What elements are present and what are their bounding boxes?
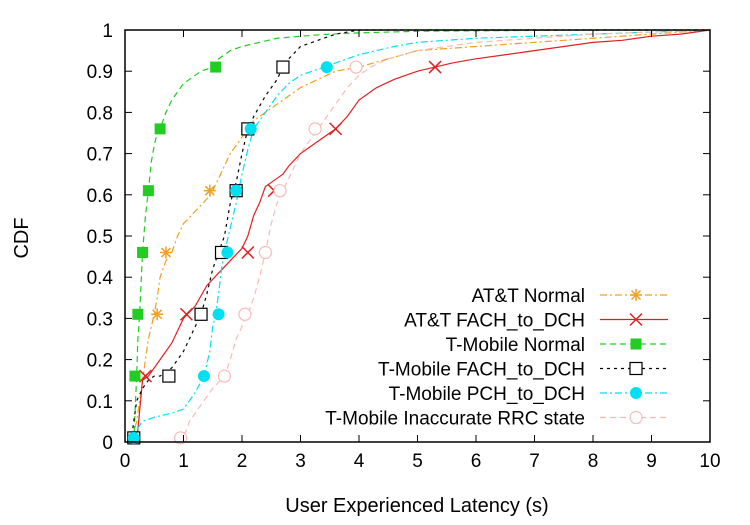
- series-4-marker: [320, 61, 333, 74]
- legend-label: AT&T Normal: [472, 286, 585, 307]
- y-tick-label: 0.7: [87, 145, 113, 166]
- legend-marker: [629, 312, 643, 327]
- series-1-marker: [138, 369, 153, 383]
- x-tick-label: 4: [354, 451, 365, 472]
- y-tick-label: 0.6: [87, 186, 113, 207]
- series-4-marker: [221, 246, 234, 259]
- series-1-marker: [428, 60, 442, 74]
- legend-label: T-Mobile Normal: [446, 335, 585, 356]
- y-axis-ticks: 0 0.1 0.2 0.3 0.4 0.5 0.6 0.7 0.8 0.9 1: [87, 21, 710, 454]
- y-tick-label: 0.1: [87, 392, 113, 413]
- y-axis-label: CDF: [11, 217, 33, 258]
- series-5-marker: [238, 307, 252, 321]
- x-tick-label: 8: [588, 451, 599, 472]
- legend: AT&T Normal AT&T FACH_to_DCH T-Mobile Norm…: [325, 286, 668, 430]
- series-line-4: [130, 29, 711, 443]
- legend-marker: [629, 410, 643, 425]
- series-4-marker: [230, 184, 243, 197]
- series-5-marker: [273, 184, 287, 198]
- series-2-marker: [210, 61, 222, 73]
- x-tick-label: 9: [646, 451, 657, 472]
- legend-label: T-Mobile PCH_to_DCH: [389, 384, 585, 405]
- legend-label: T-Mobile FACH_to_DCH: [378, 360, 585, 381]
- x-tick-label: 1: [178, 451, 189, 472]
- legend-label: AT&T FACH_to_DCH: [404, 311, 585, 332]
- legend-marker: [630, 338, 642, 350]
- x-axis-ticks: 0 1 2 3 4 5 6 7 8 9 10: [120, 30, 721, 472]
- series-2-marker: [142, 185, 154, 197]
- y-tick-label: 0.5: [87, 227, 113, 248]
- series-line-1: [136, 29, 711, 443]
- series-3-marker: [162, 369, 176, 383]
- legend-marker: [630, 289, 642, 301]
- series-0-marker: [159, 246, 172, 259]
- y-tick-label: 0.3: [87, 309, 113, 330]
- legend-marker: [630, 387, 642, 399]
- x-axis-label: User Experienced Latency (s): [285, 495, 548, 517]
- series-4-marker: [212, 308, 225, 321]
- series-2-marker: [129, 370, 141, 382]
- series-5-marker: [349, 60, 363, 74]
- series-1-marker: [329, 122, 343, 136]
- series-4-marker: [197, 370, 210, 383]
- legend-label: T-Mobile Inaccurate RRC state: [325, 409, 585, 430]
- plot-markers: [127, 60, 442, 445]
- series-3-marker: [194, 307, 208, 321]
- series-2-marker: [132, 308, 144, 320]
- series-line-5: [177, 29, 711, 443]
- y-tick-label: 0.9: [87, 62, 113, 83]
- series-2-marker: [137, 246, 149, 258]
- y-tick-label: 1: [102, 21, 113, 42]
- x-tick-label: 6: [471, 451, 482, 472]
- series-4-marker: [244, 122, 257, 135]
- series-0-marker: [203, 184, 216, 197]
- series-4-marker: [127, 431, 140, 444]
- series-0-marker: [151, 308, 164, 321]
- y-tick-label: 0.8: [87, 103, 113, 124]
- x-tick-label: 5: [412, 451, 423, 472]
- series-5-marker: [217, 369, 232, 383]
- y-tick-label: 0.2: [87, 351, 113, 372]
- x-tick-label: 0: [120, 451, 131, 472]
- series-3-marker: [276, 60, 290, 74]
- y-tick-label: 0.4: [87, 268, 114, 289]
- x-tick-label: 7: [529, 451, 540, 472]
- series-5-marker: [258, 245, 272, 260]
- legend-marker: [629, 361, 643, 376]
- series-1-marker: [241, 245, 255, 260]
- y-tick-label: 0: [102, 433, 113, 454]
- x-tick-label: 3: [295, 451, 306, 472]
- x-tick-label: 10: [699, 451, 720, 472]
- x-tick-label: 2: [237, 451, 248, 472]
- series-line-0: [130, 29, 711, 443]
- series-2-marker: [154, 123, 166, 135]
- series-5-marker: [308, 122, 322, 136]
- series-1-marker: [179, 307, 193, 321]
